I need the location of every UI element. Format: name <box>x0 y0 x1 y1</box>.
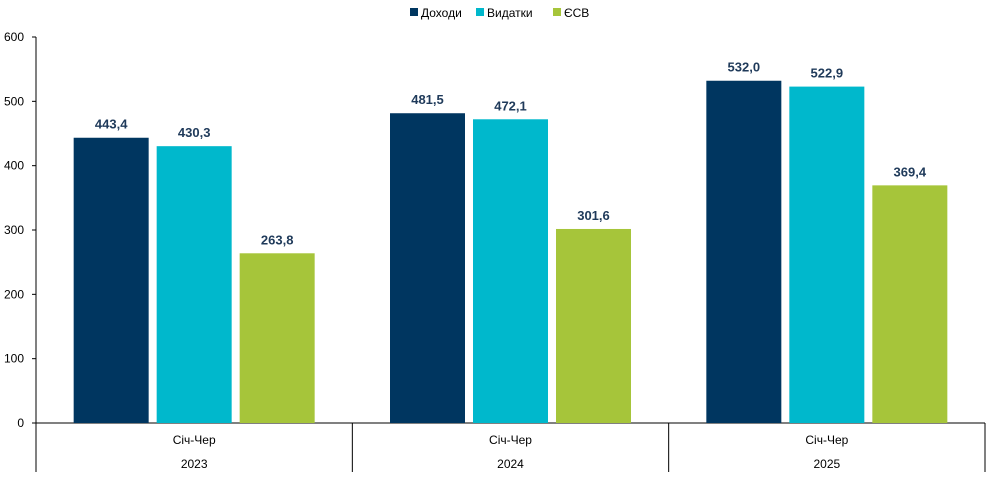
bar <box>473 119 548 423</box>
legend-swatch <box>476 8 484 16</box>
y-tick-label: 300 <box>4 223 24 237</box>
x-category-label: Січ-Чер <box>173 433 216 447</box>
bar <box>156 146 232 424</box>
data-label: 522,9 <box>811 66 844 81</box>
legend-label: Доходи <box>421 6 462 20</box>
y-tick-label: 500 <box>4 94 24 108</box>
data-label: 430,3 <box>178 125 211 140</box>
x-group-label: 2025 <box>813 457 840 471</box>
y-tick-label: 400 <box>4 159 24 173</box>
bar <box>706 80 782 423</box>
data-label: 263,8 <box>261 232 294 247</box>
bar <box>73 137 149 423</box>
y-tick-label: 0 <box>17 416 24 430</box>
x-category-label: Січ-Чер <box>489 433 532 447</box>
data-label: 301,6 <box>577 208 610 223</box>
y-tick-label: 600 <box>4 30 24 44</box>
y-tick-label: 200 <box>4 287 24 301</box>
data-label: 369,4 <box>894 164 927 179</box>
bar <box>789 86 865 423</box>
bar <box>239 253 315 423</box>
legend-swatch <box>410 8 418 16</box>
bar <box>390 113 465 424</box>
legend-swatch <box>553 8 561 16</box>
data-label: 532,0 <box>728 60 761 75</box>
x-category-label: Січ-Чер <box>805 433 848 447</box>
data-label: 472,1 <box>494 98 527 113</box>
data-label: 481,5 <box>411 92 444 107</box>
legend-label: Видатки <box>487 6 533 20</box>
x-group-label: 2023 <box>181 457 208 471</box>
data-label: 443,4 <box>95 117 128 132</box>
bar <box>872 185 948 423</box>
y-tick-label: 100 <box>4 352 24 366</box>
legend-label: ЄСВ <box>564 6 589 20</box>
x-group-label: 2024 <box>497 457 524 471</box>
bar <box>556 228 631 423</box>
